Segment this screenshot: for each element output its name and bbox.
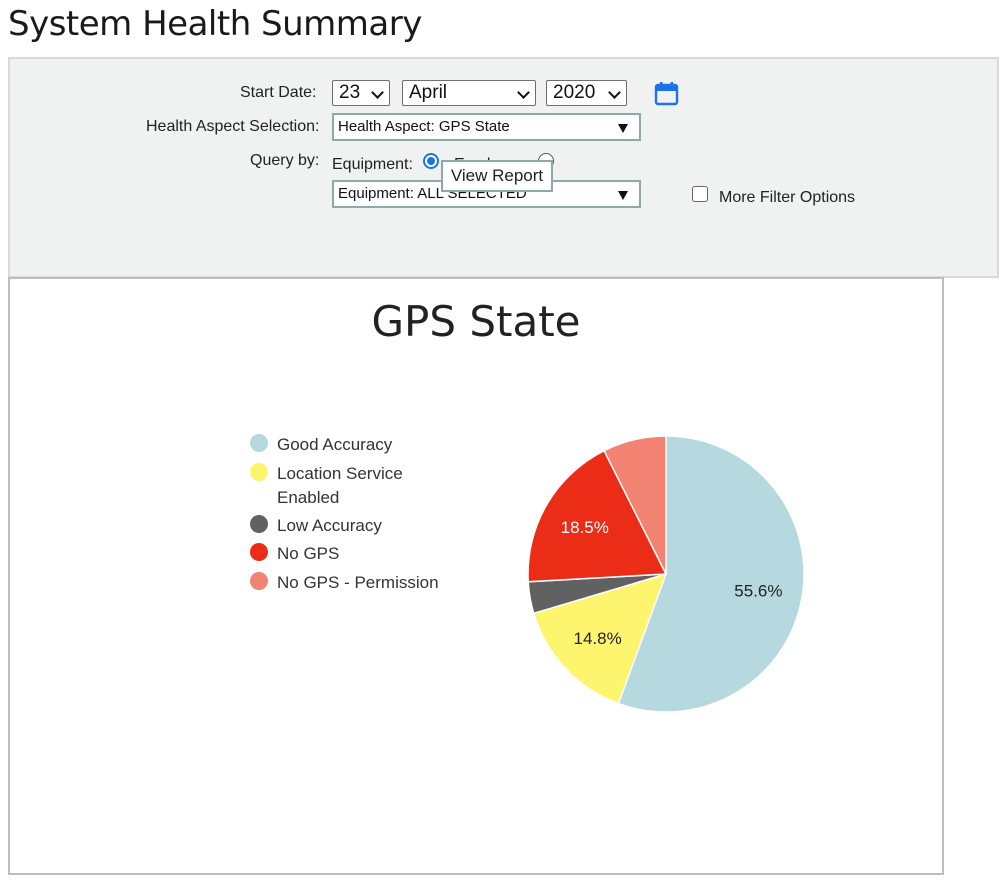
legend-label: Location Service Enabled — [277, 464, 403, 507]
month-select-value: April — [409, 82, 448, 103]
pie-slice[interactable] — [603, 435, 667, 575]
month-select[interactable]: April — [402, 80, 536, 106]
query-by-label: Query by: — [250, 152, 320, 169]
pie-slice-label: 55.6% — [734, 581, 782, 600]
equipment-radio[interactable] — [423, 153, 439, 169]
start-date-label: Start Date: — [240, 84, 317, 101]
equipment-radio-label: Equipment: — [332, 156, 413, 173]
legend-dot-icon — [250, 543, 268, 561]
legend-dot-icon — [250, 572, 268, 590]
calendar-icon[interactable] — [654, 81, 680, 107]
pie-slice[interactable] — [617, 435, 805, 713]
triangle-down-icon — [618, 191, 628, 200]
year-select-value: 2020 — [553, 82, 596, 103]
triangle-down-icon — [618, 124, 628, 133]
view-report-button[interactable]: View Report — [441, 160, 553, 192]
day-select[interactable]: 23 — [332, 80, 390, 106]
pie-slice-label: 18.5% — [561, 518, 609, 537]
legend-label: Low Accuracy — [277, 516, 382, 535]
pie-slice[interactable] — [532, 572, 668, 705]
page-title: System Health Summary — [8, 4, 422, 44]
year-select[interactable]: 2020 — [546, 80, 627, 106]
day-select-value: 23 — [339, 82, 361, 103]
health-aspect-label: Health Aspect Selection: — [146, 118, 320, 135]
health-aspect-value: Health Aspect: GPS State — [338, 118, 510, 135]
chart-title: GPS State — [371, 297, 581, 346]
legend-label: No GPS - Permission — [277, 573, 439, 592]
legend-dot-icon — [250, 434, 268, 452]
more-filter-label[interactable]: More Filter Options — [719, 189, 856, 206]
legend-label: No GPS — [277, 544, 340, 563]
legend-dot-icon — [250, 463, 268, 481]
legend-dot-icon — [250, 515, 268, 533]
pie-slice[interactable] — [527, 449, 668, 583]
more-filter-checkbox[interactable] — [692, 186, 708, 202]
health-aspect-dropdown[interactable]: Health Aspect: GPS State — [332, 113, 641, 141]
pie-slice-label: 14.8% — [573, 629, 621, 648]
legend-label: Good Accuracy — [277, 435, 393, 454]
